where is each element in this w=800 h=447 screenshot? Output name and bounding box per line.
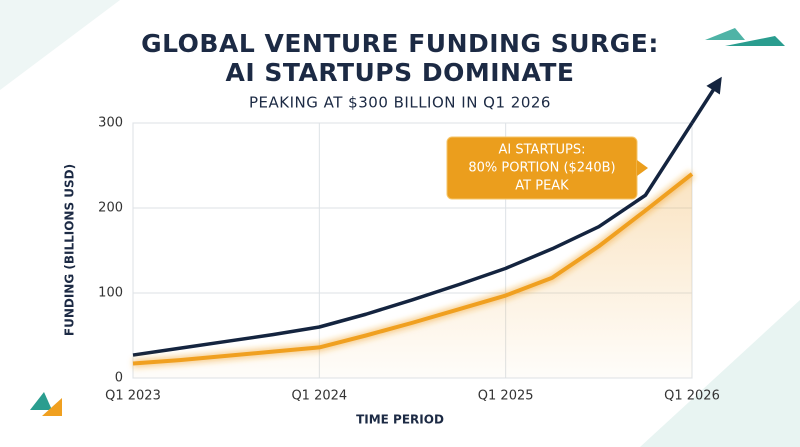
decor bbox=[725, 36, 785, 46]
chart-title: AI STARTUPS DOMINATE bbox=[226, 58, 575, 87]
annotation: AI STARTUPS: bbox=[499, 143, 586, 158]
plot: 0 100 200 300 Q1 2023 Q1 2024 Q1 2025 Q1 2026 AI… bbox=[98, 76, 722, 404]
subtitle: PEAKING AT $300 BILLION IN Q1 2026 bbox=[249, 94, 551, 112]
x-axis-label: TIME PERIOD bbox=[356, 413, 444, 427]
x-tick-label: Q1 2026 bbox=[664, 389, 720, 404]
x-tick-label: Q1 2025 bbox=[478, 389, 534, 404]
y-tick-label: 200 bbox=[98, 201, 123, 216]
annotation-pointer bbox=[637, 160, 648, 176]
decor bbox=[640, 300, 800, 447]
y-tick-label: 300 bbox=[98, 116, 123, 131]
x-tick-label: Q1 2023 bbox=[105, 389, 161, 404]
chart-title: GLOBAL VENTURE FUNDING SURGE: bbox=[141, 29, 659, 58]
y-tick-label: 100 bbox=[98, 286, 123, 301]
decor bbox=[0, 0, 120, 90]
y-tick-label: 0 bbox=[115, 371, 123, 386]
y-axis-label: FUNDING (BILLIONS USD) bbox=[63, 164, 77, 336]
decor bbox=[30, 392, 52, 410]
decor bbox=[42, 398, 62, 416]
x-tick-label: Q1 2024 bbox=[291, 389, 347, 404]
annotation: AT PEAK bbox=[515, 179, 569, 194]
line bbox=[132, 122, 694, 357]
line bbox=[132, 172, 694, 366]
area bbox=[133, 174, 692, 378]
annotation: 80% PORTION ($240B) bbox=[468, 161, 615, 176]
decor bbox=[705, 28, 745, 40]
arrow-head bbox=[706, 76, 722, 95]
